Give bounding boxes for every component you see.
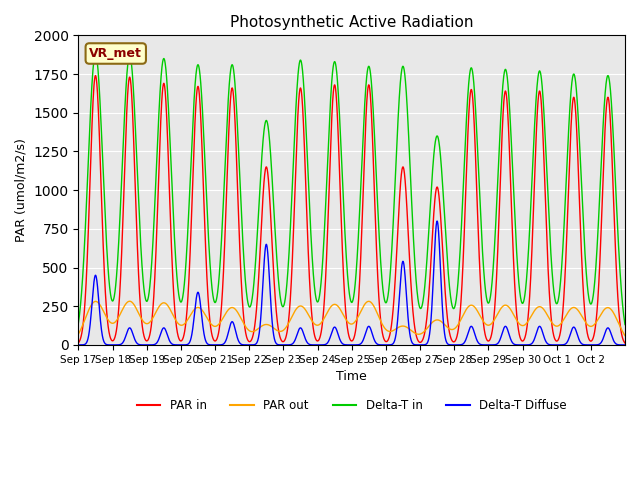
Title: Photosynthetic Active Radiation: Photosynthetic Active Radiation <box>230 15 474 30</box>
X-axis label: Time: Time <box>337 370 367 383</box>
Legend: PAR in, PAR out, Delta-T in, Delta-T Diffuse: PAR in, PAR out, Delta-T in, Delta-T Dif… <box>132 394 572 416</box>
Y-axis label: PAR (umol/m2/s): PAR (umol/m2/s) <box>15 138 28 242</box>
Text: VR_met: VR_met <box>90 47 142 60</box>
